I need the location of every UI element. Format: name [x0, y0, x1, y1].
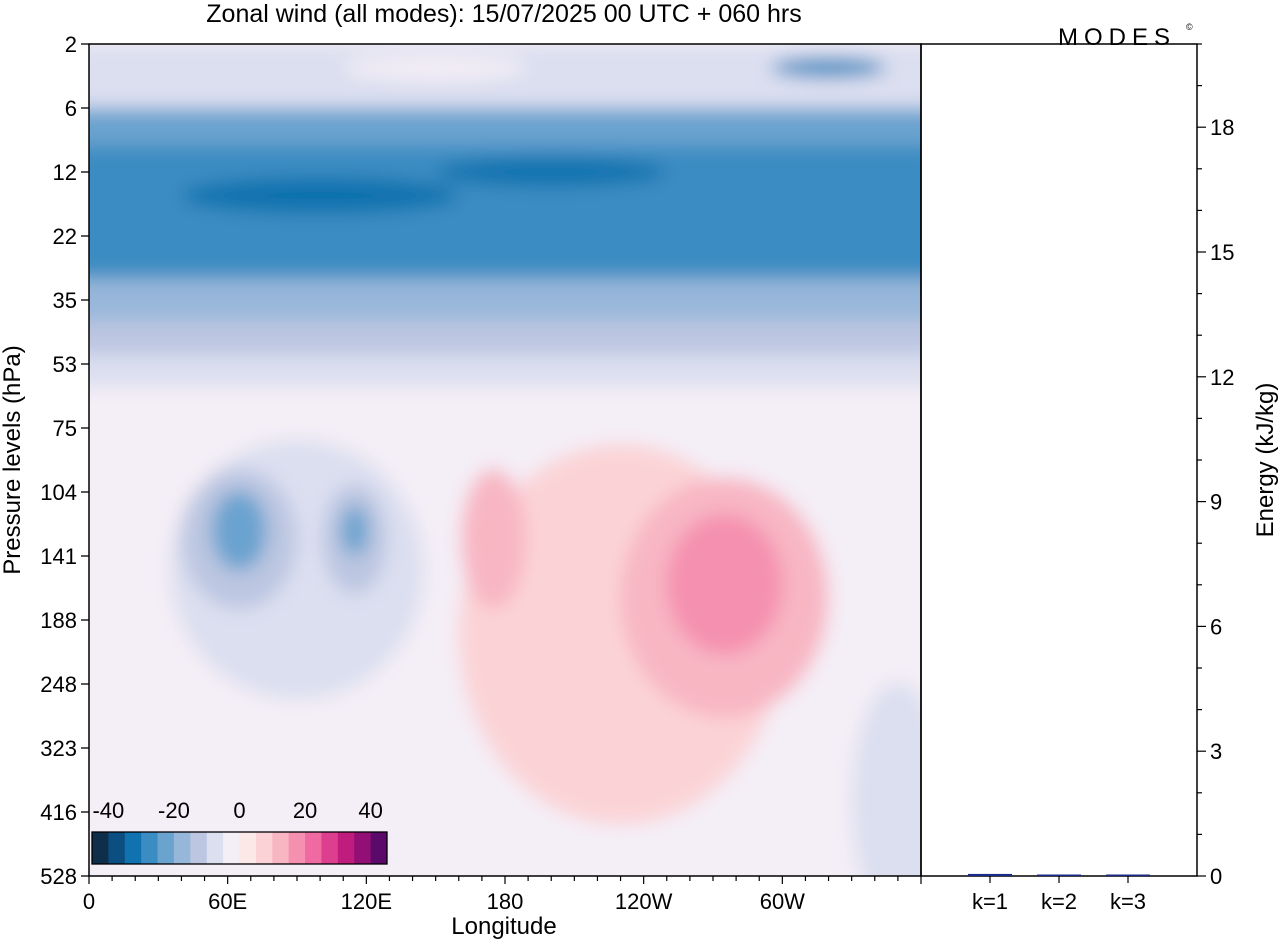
energy-x-tick-label: k=1 — [972, 889, 1008, 914]
x-tick-label: 60W — [760, 889, 805, 914]
energy-tick-label: 6 — [1210, 614, 1222, 639]
y-axis-label: Pressure levels (hPa) — [0, 345, 26, 574]
x-tick-label: 120W — [615, 889, 673, 914]
y-tick-label: 53 — [53, 352, 77, 377]
x-tick-label: 180 — [487, 889, 524, 914]
colorbar-swatch — [206, 832, 224, 864]
energy-tick-label: 18 — [1210, 115, 1234, 140]
colorbar-swatch — [255, 832, 273, 864]
colorbar-tick-label: 40 — [358, 798, 382, 823]
bar-frame — [920, 43, 1198, 877]
energy-tick-label: 12 — [1210, 365, 1234, 390]
y-axis-ticks: 2 6 12 22 35 53 75 104 141 188 248 323 416 528 — [40, 32, 89, 889]
colorbar-swatch — [173, 832, 191, 864]
energy-x-tick-label: k=3 — [1110, 889, 1146, 914]
chart-title: Zonal wind (all modes): 15/07/2025 00 UT… — [206, 0, 801, 28]
y-tick-label: 35 — [53, 288, 77, 313]
colorbar-swatch — [190, 832, 208, 864]
x-tick-label: 60E — [208, 889, 247, 914]
y-tick-label: 528 — [40, 864, 77, 889]
x-axis-ticks: 0 60E 120E 180 120W 60W — [83, 876, 922, 914]
y-tick-label: 323 — [40, 736, 77, 761]
colorbar-frame — [91, 831, 388, 865]
y-tick-label: 248 — [40, 672, 77, 697]
y-tick-label: 75 — [53, 416, 77, 441]
heatmap-panel: 2 6 12 22 35 53 75 104 141 188 248 323 416 528 0 60E 12… — [0, 32, 922, 940]
x-tick-label: 0 — [83, 889, 95, 914]
energy-axis-label: Energy (kJ/kg) — [1252, 383, 1279, 538]
energy-bar — [1106, 874, 1150, 876]
colorbar-swatch — [223, 832, 240, 864]
energy-tick-label: 15 — [1210, 240, 1234, 265]
colorbar-swatch — [272, 832, 290, 864]
colorbar-tick-label: -40 — [92, 798, 124, 823]
energy-bar — [1037, 874, 1081, 876]
colorbar-swatch — [141, 832, 158, 864]
energy-x-tick-label: k=2 — [1041, 889, 1077, 914]
y-tick-label: 22 — [53, 224, 77, 249]
y-tick-label: 141 — [40, 544, 77, 569]
x-tick-label: 120E — [341, 889, 392, 914]
energy-bar-panel: 0 3 6 9 12 15 18 k=1 k=2 k=3 Energy (kJ/kg) — [920, 43, 1279, 914]
colorbar-swatch — [288, 832, 306, 864]
y-tick-label: 416 — [40, 800, 77, 825]
colorbar-swatch — [92, 832, 109, 864]
modes-logo: MODES © — [1058, 22, 1193, 51]
colorbar-tick-label: 20 — [293, 798, 317, 823]
colorbar-swatch — [354, 832, 372, 864]
energy-tick-label: 3 — [1210, 739, 1222, 764]
energy-y-ticks: 0 3 6 9 12 15 18 — [1197, 43, 1234, 889]
y-tick-label: 6 — [65, 96, 77, 121]
colorbar-swatch — [124, 832, 142, 864]
colorbar-tick-label: -20 — [158, 798, 190, 823]
colorbar-swatch — [239, 832, 257, 864]
colorbar-swatch — [337, 832, 355, 864]
colorbar: -40 -20 0 20 40 — [91, 798, 388, 865]
colorbar-swatch — [305, 832, 322, 864]
colorbar-swatch — [321, 832, 339, 864]
energy-tick-label: 9 — [1210, 490, 1222, 515]
energy-tick-label: 0 — [1210, 864, 1222, 889]
colorbar-swatch — [157, 832, 175, 864]
colorbar-tick-label: 0 — [233, 798, 245, 823]
y-tick-label: 188 — [40, 608, 77, 633]
heatmap-field — [89, 44, 921, 876]
y-tick-label: 104 — [40, 480, 77, 505]
logo-mark: © — [1186, 22, 1193, 32]
y-tick-label: 2 — [65, 32, 77, 57]
energy-bars — [968, 873, 1150, 876]
energy-x-ticks: k=1 k=2 k=3 — [972, 876, 1146, 914]
colorbar-swatch — [108, 832, 126, 864]
colorbar-swatch — [370, 832, 388, 864]
x-axis-label: Longitude — [451, 913, 556, 940]
logo-text: MODES — [1058, 24, 1176, 51]
y-tick-label: 12 — [53, 160, 77, 185]
energy-bar — [968, 873, 1012, 876]
